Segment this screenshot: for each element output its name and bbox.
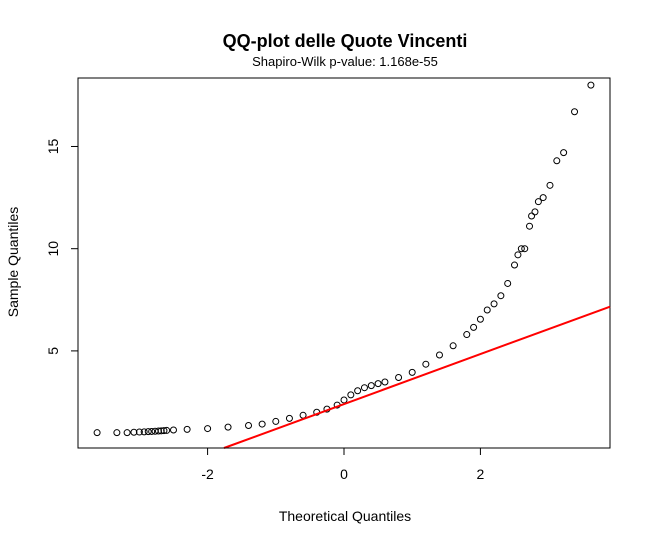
x-axis: -2 0 2 xyxy=(201,447,485,482)
y-tick-label: 15 xyxy=(45,138,61,154)
sample-point xyxy=(340,396,348,404)
sample-point xyxy=(169,426,177,434)
sample-point xyxy=(546,181,554,189)
sample-point xyxy=(183,425,191,433)
sample-point xyxy=(526,222,534,230)
sample-point xyxy=(483,306,491,314)
y-tick-label: 5 xyxy=(45,347,61,355)
sample-point xyxy=(367,382,375,390)
reference-line xyxy=(223,305,611,449)
sample-point xyxy=(272,417,280,425)
sample-point xyxy=(130,428,138,436)
sample-point xyxy=(560,149,568,157)
sample-point xyxy=(123,429,131,437)
sample-points xyxy=(93,81,595,437)
sample-point xyxy=(517,245,525,253)
sample-point xyxy=(463,331,471,339)
chart-subtitle: Shapiro-Wilk p-value: 1.168e-55 xyxy=(252,54,438,69)
sample-point xyxy=(245,422,253,430)
sample-point xyxy=(135,428,143,436)
x-tick-label: 2 xyxy=(477,466,485,482)
chart-title: QQ-plot delle Quote Vincenti xyxy=(223,31,468,51)
sample-point xyxy=(148,427,156,435)
sample-point xyxy=(504,279,512,287)
sample-point xyxy=(539,194,547,202)
sample-point xyxy=(514,251,522,259)
sample-point xyxy=(113,429,121,437)
y-axis-label: Sample Quantiles xyxy=(5,207,21,318)
plot-frame xyxy=(77,77,611,449)
sample-point xyxy=(553,157,561,165)
x-axis-label: Theoretical Quantiles xyxy=(279,508,411,524)
sample-point xyxy=(360,384,368,392)
sample-point xyxy=(285,414,293,422)
sample-point xyxy=(521,245,529,253)
sample-point xyxy=(470,323,478,331)
sample-point xyxy=(140,428,148,436)
x-tick-label: 0 xyxy=(340,466,348,482)
sample-point xyxy=(395,373,403,381)
sample-point xyxy=(347,391,355,399)
sample-point xyxy=(531,208,539,216)
sample-point xyxy=(204,425,212,433)
sample-point xyxy=(497,292,505,300)
sample-point xyxy=(157,427,165,435)
sample-point xyxy=(528,212,536,220)
sample-point xyxy=(587,81,595,89)
sample-point xyxy=(374,380,382,388)
sample-point xyxy=(93,429,101,437)
sample-point xyxy=(160,427,168,435)
sample-point xyxy=(381,378,389,386)
sample-point xyxy=(163,426,171,434)
sample-point xyxy=(354,387,362,395)
sample-point xyxy=(422,360,430,368)
sample-point xyxy=(476,315,484,323)
sample-point xyxy=(224,423,232,431)
sample-point xyxy=(490,300,498,308)
x-tick-label: -2 xyxy=(201,466,214,482)
sample-point xyxy=(408,368,416,376)
sample-point xyxy=(258,420,266,428)
y-axis: 5 10 15 xyxy=(45,138,79,355)
sample-point xyxy=(449,342,457,350)
sample-point xyxy=(144,428,152,436)
sample-point xyxy=(154,427,162,435)
sample-point xyxy=(511,261,519,269)
y-tick-label: 10 xyxy=(45,241,61,257)
sample-point xyxy=(534,198,542,206)
sample-point xyxy=(435,351,443,359)
sample-point xyxy=(571,108,579,116)
